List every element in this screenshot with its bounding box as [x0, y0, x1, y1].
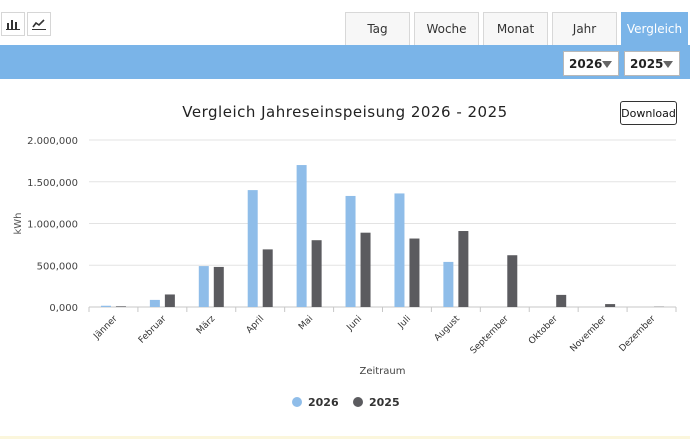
tab-jahr[interactable]: Jahr	[552, 12, 617, 45]
tab-vergleich[interactable]: Vergleich	[621, 12, 688, 45]
x-tick-label: Oktober	[527, 314, 560, 347]
x-tick-label: Juni	[345, 314, 365, 334]
tab-tag[interactable]: Tag	[345, 12, 410, 45]
legend-label-2025: 2025	[369, 396, 400, 409]
bar-2026-5	[296, 165, 307, 307]
bar-2025-1	[115, 306, 126, 307]
y-axis-label: kWh	[13, 212, 24, 234]
bar-2025-5	[311, 240, 322, 307]
tab-monat[interactable]: Monat	[483, 12, 548, 45]
x-axis-label: Zeitraum	[359, 366, 405, 377]
year-a-value: 2026	[569, 56, 603, 71]
y-tick-label: 1.000,000	[27, 220, 78, 231]
x-tick-label: Mai	[297, 314, 315, 332]
x-tick-label: Juli	[396, 314, 413, 331]
chart-title: Vergleich Jahreseinspeisung 2026 - 2025	[182, 103, 508, 121]
x-tick-label: August	[433, 314, 463, 344]
line-chart-view-button[interactable]	[27, 12, 51, 36]
x-tick-label: März	[195, 314, 218, 337]
bar-2026-3	[198, 266, 209, 307]
bar-2025-11	[605, 304, 616, 307]
chevron-down-icon	[602, 61, 612, 68]
bar-2025-10	[556, 294, 567, 307]
x-tick-label: April	[245, 314, 267, 336]
bar-2025-8	[458, 231, 469, 307]
legend-marker-2026	[292, 397, 302, 407]
year-b-value: 2025	[630, 56, 664, 71]
line-chart-icon	[32, 19, 46, 30]
bar-2025-7	[409, 238, 420, 307]
download-button[interactable]: Download	[620, 101, 677, 125]
bar-2026-4	[247, 190, 258, 307]
bar-2026-8	[443, 261, 454, 307]
bar-2025-2	[164, 294, 175, 307]
year-b-select[interactable]: 2025	[624, 51, 680, 76]
legend-label-2026: 2026	[308, 396, 339, 409]
y-tick-label: 500,000	[37, 261, 78, 272]
page-bottom-strip	[0, 436, 690, 439]
y-tick-label: 2.000,000	[27, 136, 78, 147]
bar-2025-3	[213, 266, 224, 307]
year-a-select[interactable]: 2026	[563, 51, 619, 76]
y-tick-label: 0,000	[49, 303, 78, 314]
chevron-down-icon	[663, 61, 673, 68]
x-tick-label: Jänner	[91, 314, 119, 342]
bar-2026-2	[149, 299, 160, 307]
bar-2026-7	[394, 193, 405, 307]
bar-chart-view-button[interactable]	[1, 12, 25, 36]
tab-woche[interactable]: Woche	[414, 12, 479, 45]
x-tick-label: September	[469, 314, 511, 356]
legend-marker-2025	[353, 397, 363, 407]
x-tick-label: Februar	[137, 314, 169, 346]
bar-2025-6	[360, 232, 371, 307]
bar-2026-1	[100, 305, 111, 307]
bar-2025-9	[507, 255, 518, 307]
x-tick-label: November	[569, 314, 609, 354]
x-tick-label: Dezember	[618, 314, 658, 354]
bar-chart-icon	[6, 20, 20, 30]
bar-2026-6	[345, 195, 356, 307]
y-tick-label: 1.500,000	[27, 178, 78, 189]
bar-2025-4	[262, 249, 273, 307]
